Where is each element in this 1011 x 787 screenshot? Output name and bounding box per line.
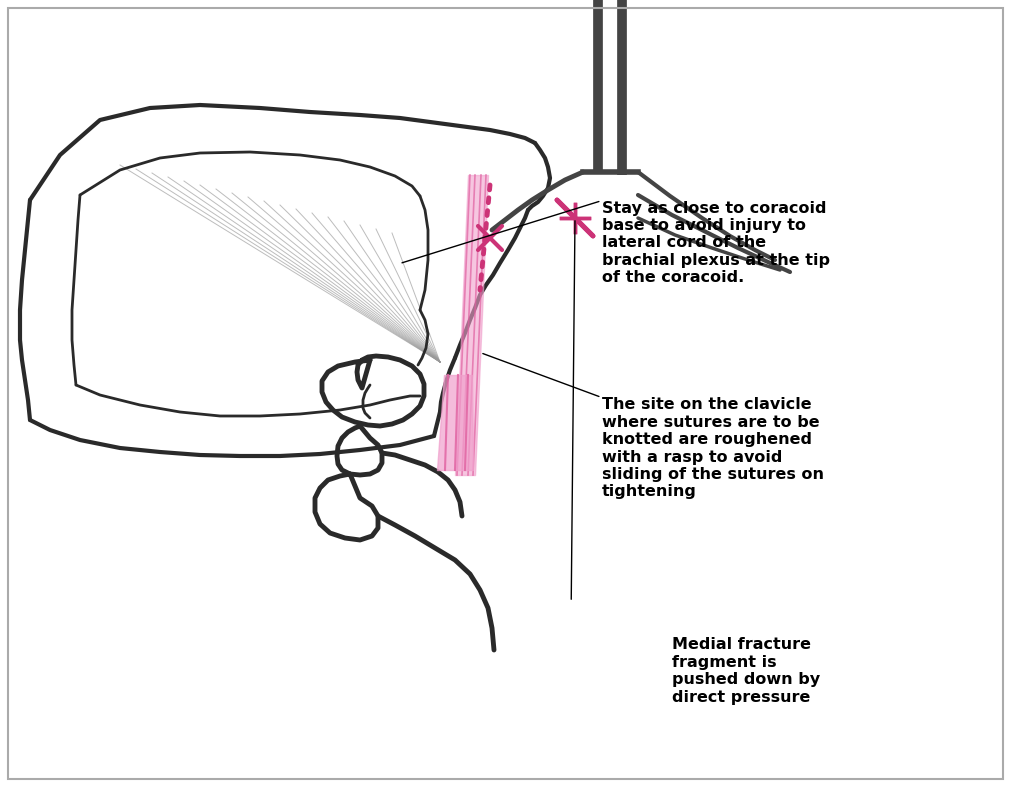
- Text: The site on the clavicle
where sutures are to be
knotted are roughened
with a ra: The site on the clavicle where sutures a…: [602, 397, 824, 500]
- Text: Stay as close to coracoid
base to avoid injury to
lateral cord of the
brachial p: Stay as close to coracoid base to avoid …: [602, 201, 830, 285]
- Text: Medial fracture
fragment is
pushed down by
direct pressure: Medial fracture fragment is pushed down …: [672, 637, 821, 704]
